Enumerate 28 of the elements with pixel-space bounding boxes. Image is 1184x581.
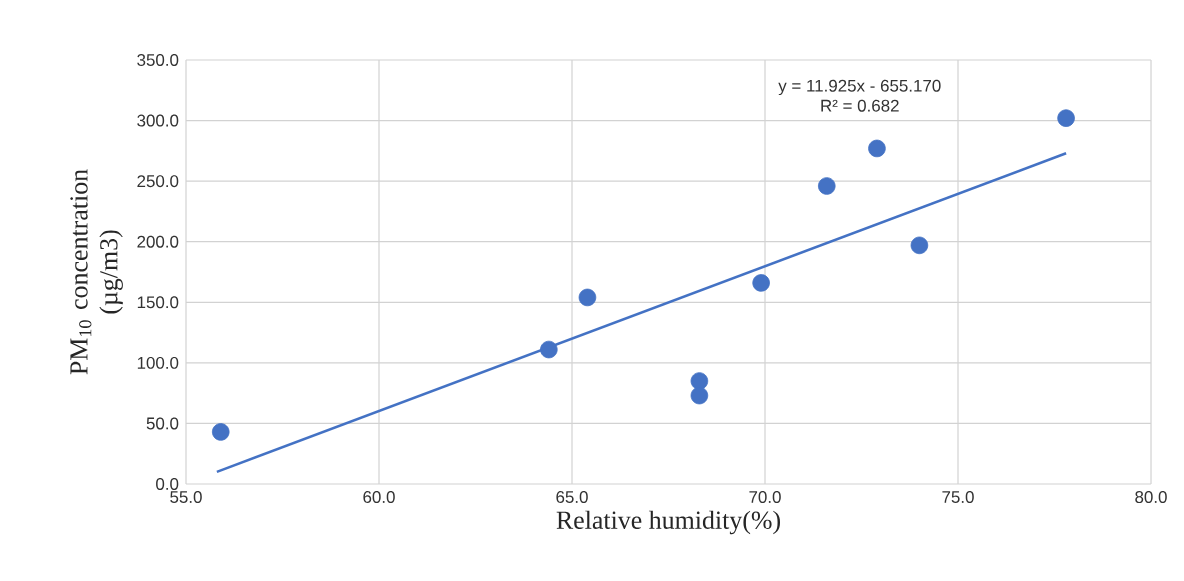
point [752,274,770,292]
point [690,386,709,405]
x-tick-label: 80.0 [1135,491,1167,504]
y-tick-label: 150.0 [137,296,179,309]
y-tick-label: 50.0 [146,417,179,430]
x-tick-label: 65.0 [556,491,588,504]
point [817,177,836,195]
y-tick-label: 200.0 [137,235,179,248]
x-tick-label: 75.0 [942,491,974,504]
y-axis-title: PM$_{10}$ concentration (µg/m3) [70,169,123,375]
point [868,139,886,158]
x-tick-label: 55.0 [170,491,202,504]
point [1057,109,1075,127]
y-tick-label: 100.0 [137,356,179,369]
y-tick-label: 300.0 [137,114,179,127]
y-tick-label: 350.0 [137,54,179,66]
point [578,288,597,307]
x-axis-title: Relative humidity(%) [556,510,780,535]
x-tick-label: 70.0 [749,491,781,504]
annotation: y = 11.925x - 655.170 [778,79,941,96]
annotation: R² = 0.682 [821,99,899,112]
y-tick-label: 250.0 [137,175,179,188]
point [540,340,558,359]
point [211,423,230,441]
y-tick-label: 0.0 [156,478,179,490]
x-tick-label: 60.0 [363,491,395,504]
point [910,236,929,255]
point [690,372,709,390]
